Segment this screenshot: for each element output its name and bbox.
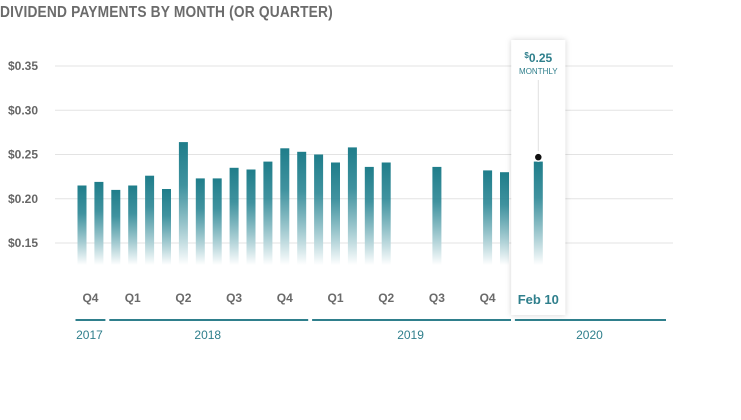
year-label: 2017 (76, 328, 103, 342)
highlight-date-label: Feb 10 (518, 292, 559, 307)
bar[interactable] (229, 167, 239, 265)
quarter-label: Q2 (175, 291, 191, 305)
bar[interactable] (246, 169, 256, 266)
bar[interactable] (297, 151, 307, 265)
bar[interactable] (77, 185, 87, 266)
tooltip-amount: 0.25 (529, 51, 553, 65)
tooltip-frequency: MONTHLY (519, 67, 558, 76)
tooltip-point[interactable] (533, 152, 544, 162)
quarter-label: Q4 (82, 291, 98, 305)
quarter-label: Q1 (327, 291, 343, 305)
bar[interactable] (331, 162, 340, 266)
quarter-label: Q3 (226, 291, 242, 305)
bar[interactable] (500, 172, 509, 265)
bar[interactable] (145, 175, 155, 265)
year-label: 2020 (576, 328, 603, 342)
quarter-label: Q1 (125, 291, 141, 305)
bar[interactable] (263, 161, 273, 265)
bar[interactable] (364, 166, 374, 265)
tooltip-value: $0.25 (524, 51, 552, 65)
y-tick-label: $0.15 (8, 236, 38, 250)
bar[interactable] (381, 162, 391, 266)
bar[interactable] (178, 142, 188, 265)
y-tick-label: $0.35 (8, 59, 38, 73)
bar[interactable] (347, 147, 357, 265)
bar[interactable] (212, 178, 222, 265)
y-tick-label: $0.20 (8, 192, 38, 206)
year-label: 2018 (194, 328, 221, 342)
bar[interactable] (111, 189, 121, 265)
quarter-label: Q4 (480, 291, 496, 305)
bar[interactable] (162, 189, 171, 265)
bar[interactable] (280, 148, 290, 265)
y-tick-label: $0.30 (8, 103, 38, 117)
bar[interactable] (94, 181, 104, 265)
bar[interactable] (314, 154, 324, 266)
bar[interactable] (195, 178, 205, 265)
year-label: 2019 (397, 328, 424, 342)
tooltip-currency: $ (524, 51, 529, 60)
page-title: DIVIDEND PAYMENTS BY MONTH (OR QUARTER) (0, 4, 333, 21)
y-tick-label: $0.25 (8, 148, 38, 162)
bar[interactable] (128, 185, 138, 266)
bar[interactable] (432, 166, 442, 265)
quarter-label: Q3 (429, 291, 445, 305)
highlight-bar[interactable] (533, 161, 543, 265)
bar[interactable] (483, 170, 493, 265)
quarter-label: Q2 (378, 291, 394, 305)
quarter-label: Q4 (277, 291, 293, 305)
